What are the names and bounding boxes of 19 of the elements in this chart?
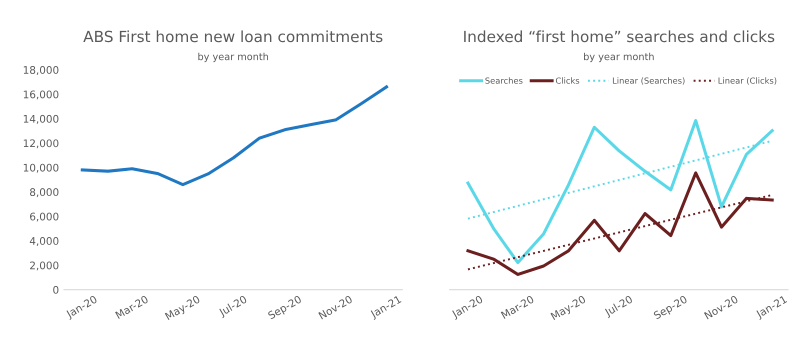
- y-tick-label: 4,000: [30, 237, 58, 246]
- y-tick-label: 0: [53, 286, 58, 294]
- legend-label: Linear (Clicks): [718, 77, 776, 85]
- y-tick-label: 8,000: [30, 188, 58, 198]
- legend-label: Linear (Searches): [612, 77, 685, 85]
- y-tick-label: 10,000: [24, 164, 58, 173]
- y-tick-label: 18,000: [24, 66, 58, 75]
- y-tick-label: 6,000: [30, 212, 58, 222]
- y-tick-label: 12,000: [24, 139, 58, 148]
- legend-label: Searches: [485, 77, 523, 84]
- y-tick-label: 2,000: [30, 261, 58, 270]
- chart-title: Indexed “first home” searches and clicks: [464, 30, 774, 42]
- legend-label: Clicks: [556, 77, 580, 84]
- line-series: [80, 85, 388, 186]
- chart-subtitle: by year month: [198, 52, 268, 62]
- y-tick-label: 16,000: [24, 90, 58, 100]
- chart-title: ABS First home new loan commitments: [83, 30, 382, 42]
- chart-subtitle: by year month: [584, 52, 654, 62]
- y-tick-label: 14,000: [24, 114, 58, 124]
